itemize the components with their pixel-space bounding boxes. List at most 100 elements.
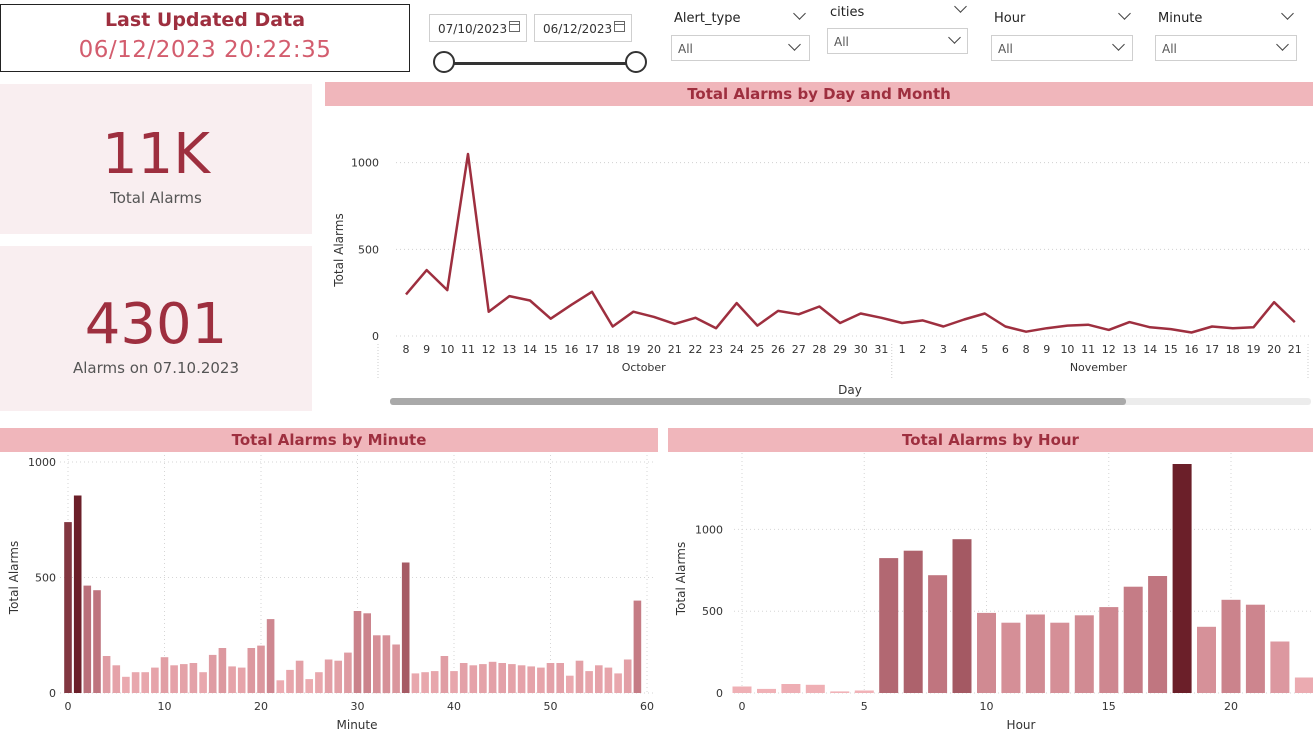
chart-title-minute: Total Alarms by Minute	[0, 428, 658, 452]
minute-dropdown[interactable]: All	[1155, 35, 1297, 61]
hour-dropdown[interactable]: All	[991, 35, 1133, 61]
bar	[73, 495, 82, 693]
bar	[315, 672, 323, 693]
date-start-input[interactable]: 07/10/2023	[429, 14, 527, 42]
date-range-end-handle[interactable]	[625, 51, 647, 73]
x-tick-label: 19	[1246, 343, 1260, 356]
bar	[1001, 622, 1021, 693]
minute-value: All	[1162, 42, 1177, 56]
date-end-input[interactable]: 06/12/2023	[534, 14, 632, 42]
x-tick-label: 9	[423, 343, 430, 356]
bar	[903, 550, 923, 693]
bar	[151, 667, 159, 693]
hour-label: Hour	[994, 11, 1026, 26]
bar	[237, 667, 246, 693]
bar	[517, 665, 526, 693]
last-updated-card: Last Updated Data 06/12/2023 20:22:35	[0, 4, 410, 72]
bar	[1099, 607, 1119, 693]
x-tick-label: 17	[1205, 343, 1219, 356]
x-tick-label: 11	[1081, 343, 1095, 356]
kpi-label: Total Alarms	[110, 189, 202, 207]
bar	[1294, 677, 1313, 693]
x-tick-label: 20	[1224, 700, 1238, 713]
y-tick-label: 1000	[28, 456, 56, 469]
x-tick-label: 20	[1267, 343, 1281, 356]
bar	[373, 635, 381, 694]
chevron-down-icon[interactable]	[793, 7, 806, 20]
x-tick-label: 10	[440, 343, 454, 356]
alert-type-dropdown[interactable]: All	[671, 35, 810, 61]
bar	[830, 691, 850, 693]
y-tick-label: 1000	[695, 523, 723, 536]
bar	[1123, 586, 1143, 693]
bar	[112, 665, 121, 693]
minute-label: Minute	[1158, 11, 1203, 26]
scrollbar-thumb[interactable]	[390, 398, 1126, 405]
bar	[977, 612, 996, 693]
x-tick-label: 10	[158, 700, 172, 713]
cities-dropdown[interactable]: All	[827, 28, 968, 54]
x-tick-label: 15	[1164, 343, 1178, 356]
calendar-icon[interactable]	[509, 21, 520, 32]
x-tick-label: 16	[1184, 343, 1198, 356]
x-tick-label: 20	[647, 343, 661, 356]
x-tick-label: 12	[1102, 343, 1116, 356]
y-tick-label: 0	[49, 687, 56, 700]
x-tick-label: 14	[1143, 343, 1157, 356]
x-tick-label: 11	[461, 343, 475, 356]
x-tick-label: 10	[980, 700, 994, 713]
bar	[854, 690, 874, 693]
x-tick-label: 9	[1043, 343, 1050, 356]
bar	[508, 664, 516, 693]
x-tick-label: 4	[961, 343, 968, 356]
bar	[732, 686, 752, 693]
x-tick-label: 28	[812, 343, 826, 356]
bar	[623, 659, 632, 693]
bar	[556, 663, 564, 693]
bar	[450, 671, 458, 693]
bar	[614, 673, 622, 693]
cities-label: cities	[830, 5, 865, 20]
y-tick-label: 1000	[351, 157, 379, 170]
bar	[1221, 599, 1241, 693]
bar	[411, 673, 420, 693]
x-tick-label: 30	[351, 700, 365, 713]
x-axis-label: Minute	[337, 718, 378, 732]
x-tick-label: 22	[688, 343, 702, 356]
bar	[604, 667, 613, 693]
chevron-down-icon[interactable]	[1281, 7, 1294, 20]
x-tick-label: 18	[606, 343, 620, 356]
bar	[498, 663, 506, 693]
bar-chart-hour: 0 500 1000 0 5 10 15 20 Total Alarms Hour	[674, 452, 1313, 732]
bar	[266, 619, 275, 693]
y-tick-label: 0	[716, 687, 723, 700]
date-end-value: 06/12/2023	[543, 22, 613, 36]
bar	[928, 575, 948, 693]
date-range-track[interactable]	[444, 62, 636, 65]
x-tick-label: 25	[750, 343, 764, 356]
x-tick-label: 24	[730, 343, 744, 356]
kpi-card-total-alarms: 11K Total Alarms	[0, 84, 312, 234]
chevron-down-icon[interactable]	[954, 0, 967, 13]
x-tick-label: 21	[1288, 343, 1302, 356]
bar	[879, 558, 899, 693]
date-range-start-handle[interactable]	[433, 51, 455, 73]
hour-value: All	[998, 42, 1013, 56]
x-tick-label: 20	[254, 700, 268, 713]
bar	[1172, 464, 1192, 693]
chevron-down-icon[interactable]	[1118, 7, 1131, 20]
alert-type-label: Alert_type	[674, 11, 741, 26]
bar	[430, 671, 439, 693]
y-axis-label: Total Alarms	[7, 541, 21, 615]
bar	[1245, 604, 1265, 693]
kpi-card-alarms-on-date: 4301 Alarms on 07.10.2023	[0, 246, 312, 411]
kpi-value: 4301	[84, 292, 228, 357]
bar	[479, 664, 487, 693]
bar	[459, 663, 468, 693]
bar	[805, 684, 825, 693]
x-tick-label: 5	[981, 343, 988, 356]
y-tick-label: 0	[372, 330, 379, 343]
x-tick-label: 0	[65, 700, 72, 713]
bar	[440, 656, 449, 693]
calendar-icon[interactable]	[614, 21, 625, 32]
